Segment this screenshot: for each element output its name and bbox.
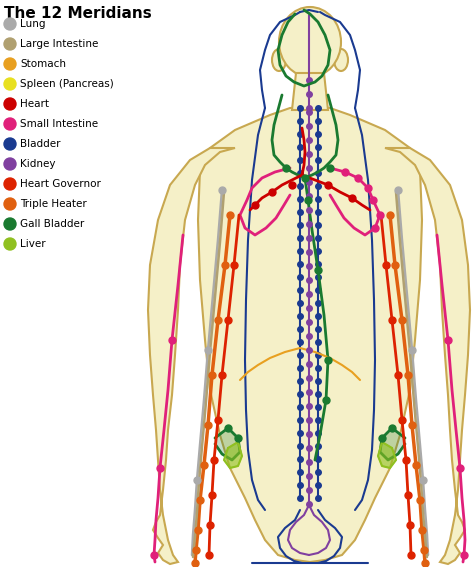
Polygon shape	[380, 428, 405, 460]
Circle shape	[4, 38, 16, 50]
Polygon shape	[385, 148, 470, 564]
Text: Gall Bladder: Gall Bladder	[20, 219, 84, 229]
Text: Triple Heater: Triple Heater	[20, 199, 87, 209]
Text: Bladder: Bladder	[20, 139, 61, 149]
Text: Lung: Lung	[20, 19, 46, 29]
Circle shape	[4, 18, 16, 30]
Polygon shape	[224, 442, 242, 468]
Circle shape	[4, 58, 16, 70]
Polygon shape	[198, 107, 422, 562]
Polygon shape	[378, 442, 396, 468]
Circle shape	[4, 218, 16, 230]
Circle shape	[4, 198, 16, 210]
Text: Kidney: Kidney	[20, 159, 55, 169]
Text: Small Intestine: Small Intestine	[20, 119, 98, 129]
Text: Large Intestine: Large Intestine	[20, 39, 99, 49]
Text: Stomach: Stomach	[20, 59, 66, 69]
Text: Liver: Liver	[20, 239, 46, 249]
Text: Spleen (Pancreas): Spleen (Pancreas)	[20, 79, 114, 89]
Polygon shape	[148, 148, 235, 564]
Text: Heart: Heart	[20, 99, 49, 109]
Circle shape	[4, 98, 16, 110]
Ellipse shape	[272, 49, 286, 71]
Circle shape	[4, 238, 16, 250]
Circle shape	[4, 78, 16, 90]
Text: Heart Governor: Heart Governor	[20, 179, 101, 189]
Circle shape	[4, 138, 16, 150]
Text: The 12 Meridians: The 12 Meridians	[4, 6, 152, 21]
Circle shape	[4, 118, 16, 130]
Ellipse shape	[334, 49, 348, 71]
Ellipse shape	[279, 7, 341, 77]
Polygon shape	[292, 73, 328, 110]
Circle shape	[4, 178, 16, 190]
Circle shape	[4, 158, 16, 170]
Polygon shape	[215, 428, 240, 460]
